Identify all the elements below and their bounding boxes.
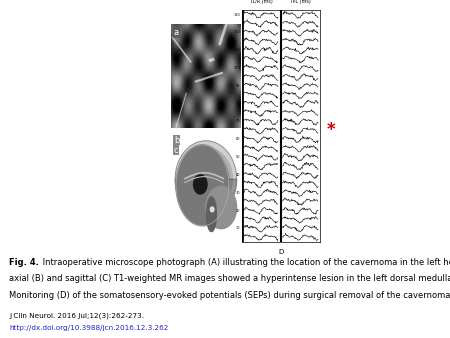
Text: 30: 30 [236,191,240,195]
Polygon shape [183,153,229,206]
Text: 70: 70 [236,119,240,123]
Text: 20: 20 [236,209,240,213]
Polygon shape [189,191,223,221]
Text: 1 cm: 1 cm [248,204,260,209]
Polygon shape [207,197,216,232]
Text: J Clin Neurol. 2016 Jul;12(3):262-273.: J Clin Neurol. 2016 Jul;12(3):262-273. [9,312,144,319]
Polygon shape [175,141,237,217]
Text: a: a [174,28,179,37]
Text: 80: 80 [236,102,240,106]
Text: 40: 40 [236,173,240,177]
Text: 90: 90 [236,84,240,88]
Text: 110: 110 [234,48,240,52]
Text: http://dx.doi.org/10.3988/jcn.2016.12.3.262: http://dx.doi.org/10.3988/jcn.2016.12.3.… [9,325,168,331]
Text: 60: 60 [236,137,240,141]
Polygon shape [205,204,207,208]
Polygon shape [175,179,237,217]
Text: axial (B) and sagittal (C) T1-weighted MR images showed a hyperintense lesion in: axial (B) and sagittal (C) T1-weighted M… [9,274,450,283]
Text: IPL (ms): IPL (ms) [291,0,310,4]
Text: 10: 10 [236,226,240,230]
Text: Fig. 4.: Fig. 4. [9,258,39,267]
Text: c: c [174,146,178,155]
Polygon shape [176,145,229,226]
Text: Intraoperative microscope photograph (A) illustrating the location of the cavern: Intraoperative microscope photograph (A)… [40,258,450,267]
Text: b: b [174,136,179,145]
Text: 100: 100 [234,66,240,70]
Polygon shape [194,175,207,194]
Polygon shape [206,186,237,228]
Text: D: D [279,249,284,255]
Polygon shape [211,207,214,212]
Text: 50: 50 [236,155,240,159]
Text: 5 mm: 5 mm [249,214,261,218]
Text: *: * [327,121,335,139]
Text: 120: 120 [234,30,240,34]
Polygon shape [204,173,207,185]
Polygon shape [200,198,212,213]
Polygon shape [200,166,212,177]
Polygon shape [180,147,232,211]
Text: Monitoring (D) of the somatosensory-evoked potentials (SEPs) during surgical rem: Monitoring (D) of the somatosensory-evok… [9,291,450,299]
Text: T1/R (ms): T1/R (ms) [249,0,273,4]
Text: 130: 130 [234,13,240,17]
